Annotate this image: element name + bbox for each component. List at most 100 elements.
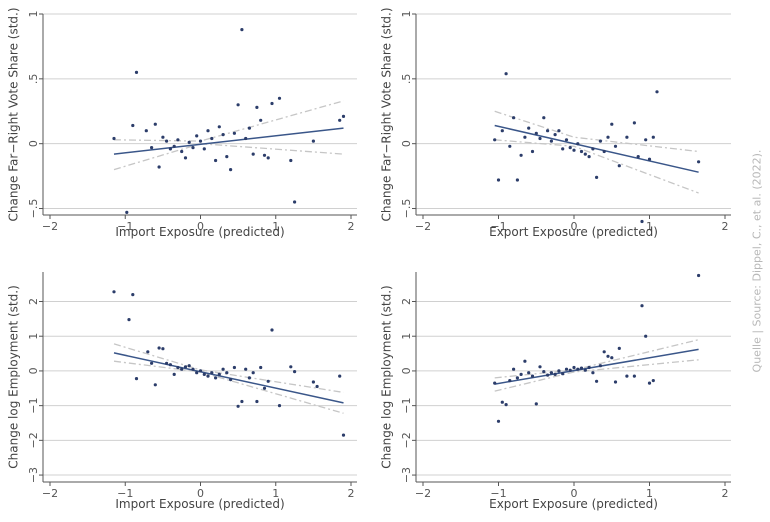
data-point xyxy=(311,380,315,384)
ci-upper-line xyxy=(113,100,344,142)
x-axis-title: Import Exposure (predicted) xyxy=(115,497,284,511)
data-point xyxy=(180,149,184,154)
data-point xyxy=(568,368,572,372)
data-point xyxy=(549,139,554,143)
data-point xyxy=(583,152,587,156)
x-tick-label: 0 xyxy=(197,487,204,500)
data-point xyxy=(262,153,267,157)
data-point xyxy=(500,400,504,404)
data-point xyxy=(172,144,176,148)
data-point xyxy=(651,135,655,139)
y-tick-label: .5 xyxy=(400,74,413,85)
data-point xyxy=(583,368,587,372)
data-point xyxy=(112,136,116,141)
ci-lower-line xyxy=(113,143,344,171)
data-point xyxy=(183,156,188,160)
data-point xyxy=(150,361,154,365)
data-point xyxy=(496,419,501,423)
ci-lower-line xyxy=(494,359,699,392)
data-point xyxy=(195,134,199,138)
data-point xyxy=(538,136,542,141)
data-point xyxy=(244,136,248,141)
data-point xyxy=(236,404,240,408)
ci-lower-line xyxy=(113,360,344,414)
x-tick-label: 0 xyxy=(197,220,204,233)
data-point xyxy=(161,347,165,351)
data-point xyxy=(127,318,131,322)
data-point xyxy=(187,140,191,144)
data-point xyxy=(195,371,199,375)
data-point xyxy=(134,377,139,381)
data-point xyxy=(493,138,497,142)
data-point xyxy=(508,379,512,383)
data-point xyxy=(493,381,497,385)
x-tick-label: 1 xyxy=(272,487,279,500)
data-point xyxy=(632,121,637,125)
data-point xyxy=(644,334,648,338)
y-tick-label: 0 xyxy=(27,140,40,147)
y-tick-label: 1 xyxy=(27,333,40,340)
data-point xyxy=(255,399,259,404)
data-point xyxy=(236,103,240,107)
data-point xyxy=(144,129,148,133)
x-tick-label: 2 xyxy=(722,487,729,500)
x-axis-title: Import Exposure (predicted) xyxy=(115,225,284,239)
x-axis-title: Export Exposure (predicted) xyxy=(489,497,658,511)
data-point xyxy=(240,399,244,404)
data-point xyxy=(217,125,221,129)
data-point xyxy=(553,133,557,137)
y-tick-label: −.5 xyxy=(400,199,413,219)
data-point xyxy=(247,126,251,130)
data-point xyxy=(176,138,180,142)
y-axis-title: Change Far−Right Vote Share (std.) xyxy=(380,7,394,221)
data-point xyxy=(240,28,244,32)
data-point xyxy=(244,367,248,371)
x-tick-label: −1 xyxy=(490,220,506,233)
data-point xyxy=(157,165,161,169)
data-point xyxy=(338,374,342,378)
data-point xyxy=(341,114,346,118)
data-point xyxy=(617,164,621,168)
data-point xyxy=(564,138,569,142)
data-point xyxy=(591,371,595,375)
data-point xyxy=(206,374,210,378)
x-tick-label: 2 xyxy=(348,487,355,500)
data-point xyxy=(598,364,603,368)
data-point xyxy=(519,372,523,376)
data-point xyxy=(519,153,523,157)
data-point xyxy=(277,404,282,408)
data-point xyxy=(125,210,129,214)
x-tick-label: 0 xyxy=(571,487,578,500)
fit-line xyxy=(494,124,699,173)
x-tick-label: 0 xyxy=(571,220,578,233)
x-tick-label: −1 xyxy=(490,487,506,500)
data-point xyxy=(214,158,218,163)
data-point xyxy=(232,365,236,370)
data-point xyxy=(602,350,606,354)
data-point xyxy=(225,155,229,159)
data-point xyxy=(496,178,501,182)
data-point xyxy=(515,178,520,182)
data-point xyxy=(613,380,618,384)
data-point xyxy=(572,148,576,152)
data-point xyxy=(262,386,267,390)
data-point xyxy=(251,152,255,156)
data-point xyxy=(576,367,580,371)
data-point xyxy=(221,367,225,371)
data-point xyxy=(146,350,150,354)
y-tick-label: 2 xyxy=(27,298,40,305)
x-tick-label: 1 xyxy=(646,487,653,500)
data-point xyxy=(561,372,565,376)
y-tick-label: −3 xyxy=(400,467,413,483)
ci-upper-line xyxy=(494,339,699,379)
data-point xyxy=(595,175,599,179)
data-point xyxy=(225,371,229,375)
data-point xyxy=(602,149,606,154)
y-tick-label: −2 xyxy=(27,432,40,448)
data-point xyxy=(266,156,270,160)
x-axis-title: Export Exposure (predicted) xyxy=(489,225,658,239)
fit-line xyxy=(494,348,699,385)
data-point xyxy=(180,367,184,371)
data-point xyxy=(572,365,576,370)
data-point xyxy=(247,376,251,380)
